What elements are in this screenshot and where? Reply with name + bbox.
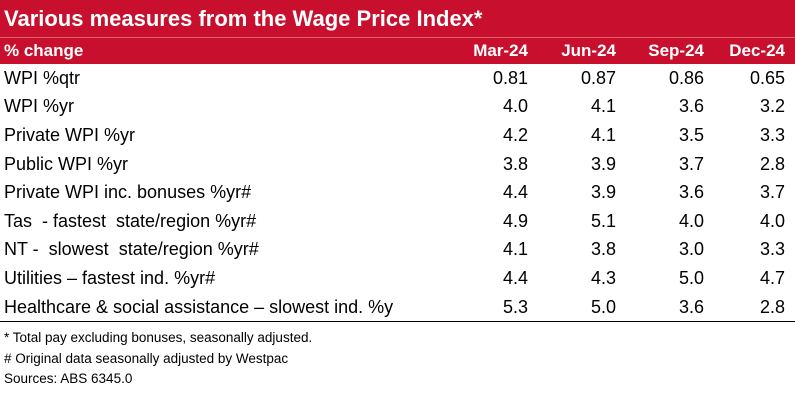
- cell: 3.3: [759, 124, 785, 145]
- header-col-dec24: Dec-24: [729, 41, 785, 60]
- cell: 3.7: [678, 153, 704, 174]
- cell: 3.5: [678, 124, 704, 145]
- row-label: Tas - fastest state/region %yr#: [4, 210, 257, 231]
- cell: 5.3: [502, 296, 528, 317]
- cell: 4.0: [759, 210, 785, 231]
- table-row: WPI %qtr 0.81 0.87 0.86 0.65: [0, 64, 795, 93]
- header-label: % change: [4, 41, 84, 60]
- cell: 3.8: [590, 239, 616, 260]
- cell: 3.3: [759, 239, 785, 260]
- cell: 3.6: [678, 296, 704, 317]
- cell: 3.7: [759, 182, 785, 203]
- table-row: WPI %yr 4.0 4.1 3.6 3.2: [0, 93, 795, 122]
- cell: 2.8: [759, 153, 785, 174]
- header-col-jun24: Jun-24: [561, 41, 616, 60]
- cell: 4.1: [502, 239, 528, 260]
- row-label: Utilities – fastest ind. %yr#: [4, 267, 216, 288]
- cell: 3.2: [759, 96, 785, 117]
- cell: 4.0: [678, 210, 704, 231]
- row-label: Public WPI %yr: [4, 153, 129, 174]
- table-row: Tas - fastest state/region %yr# 4.9 5.1 …: [0, 207, 795, 236]
- table-row: Private WPI %yr 4.2 4.1 3.5 3.3: [0, 121, 795, 150]
- table-row: Public WPI %yr 3.8 3.9 3.7 2.8: [0, 150, 795, 179]
- row-label: WPI %yr: [4, 96, 74, 117]
- row-label: Private WPI %yr: [4, 124, 136, 145]
- row-label: Healthcare & social assistance – slowest…: [4, 296, 394, 317]
- table-title: Various measures from the Wage Price Ind…: [0, 0, 795, 37]
- cell: 3.6: [678, 182, 704, 203]
- cell: 5.1: [590, 210, 616, 231]
- row-label: NT - slowest state/region %yr#: [4, 239, 259, 260]
- table-row: Healthcare & social assistance – slowest…: [0, 293, 795, 322]
- cell: 4.9: [502, 210, 528, 231]
- cell: 0.87: [580, 67, 616, 88]
- cell: 4.1: [590, 124, 616, 145]
- footnotes: * Total pay excluding bonuses, seasonall…: [0, 322, 795, 390]
- cell: 4.0: [502, 96, 528, 117]
- footnote-total-pay: * Total pay excluding bonuses, seasonall…: [4, 330, 313, 346]
- row-label: Private WPI inc. bonuses %yr#: [4, 182, 252, 203]
- cell: 4.4: [502, 182, 528, 203]
- cell: 2.8: [759, 296, 785, 317]
- table-row: NT - slowest state/region %yr# 4.1 3.8 3…: [0, 236, 795, 265]
- row-label: WPI %qtr: [4, 67, 81, 88]
- table-row: Private WPI inc. bonuses %yr# 4.4 3.9 3.…: [0, 178, 795, 207]
- cell: 3.0: [678, 239, 704, 260]
- cell: 0.86: [668, 67, 704, 88]
- cell: 5.0: [590, 296, 616, 317]
- cell: 3.6: [678, 96, 704, 117]
- cell: 4.1: [590, 96, 616, 117]
- table-body: WPI %qtr 0.81 0.87 0.86 0.65 WPI %yr 4.0…: [0, 64, 795, 323]
- cell: 4.3: [590, 267, 616, 288]
- footnote-seasonal: # Original data seasonally adjusted by W…: [4, 350, 289, 366]
- footnote-sources: Sources: ABS 6345.0: [4, 371, 133, 387]
- cell: 4.7: [759, 267, 785, 288]
- table-header-row: % change Mar-24 Jun-24 Sep-24 Dec-24: [0, 37, 795, 64]
- cell: 5.0: [678, 267, 704, 288]
- cell: 4.2: [502, 124, 528, 145]
- cell: 3.9: [590, 153, 616, 174]
- cell: 3.8: [502, 153, 528, 174]
- cell: 0.81: [492, 67, 528, 88]
- header-col-sep24: Sep-24: [648, 41, 704, 60]
- header-col-mar24: Mar-24: [473, 41, 528, 60]
- cell: 0.65: [749, 67, 785, 88]
- table-row: Utilities – fastest ind. %yr# 4.4 4.3 5.…: [0, 264, 795, 293]
- cell: 4.4: [502, 267, 528, 288]
- cell: 3.9: [590, 182, 616, 203]
